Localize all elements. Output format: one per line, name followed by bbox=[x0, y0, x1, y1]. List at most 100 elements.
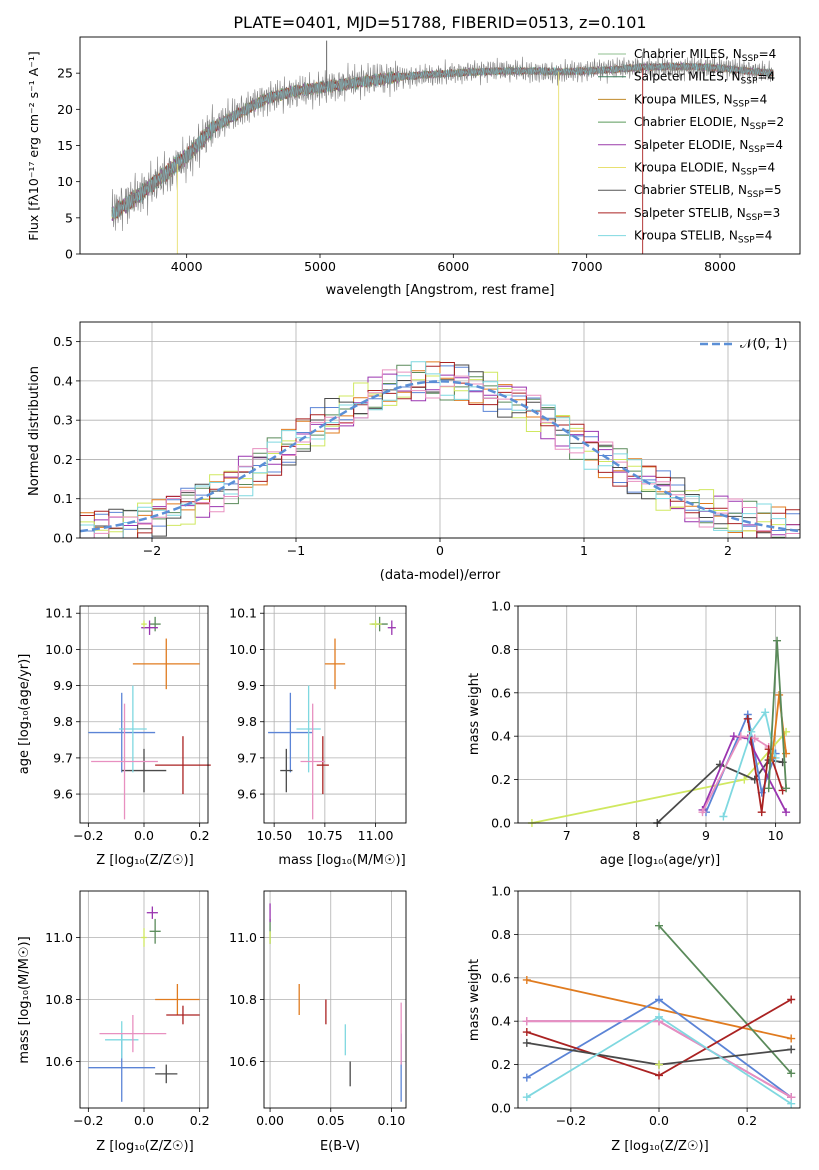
weight-marker-0-0 bbox=[522, 975, 531, 984]
weight-marker-0-1 bbox=[787, 1034, 796, 1043]
y-tick-label-4: 10.0 bbox=[229, 642, 257, 657]
errorbar-point-1 bbox=[132, 638, 200, 690]
weight-marker-5-2 bbox=[787, 995, 796, 1004]
errorbar-point-1 bbox=[155, 984, 200, 1015]
age-vs-z-panel: −0.2 0.0 0.2 9.6 9.7 9.8 9.9 10.0 10.1 Z [log₁₀(… bbox=[17, 605, 211, 868]
errorbar-point-8 bbox=[99, 1015, 167, 1053]
x-tick-label-1: 5000 bbox=[304, 259, 336, 274]
y-tick-label-2: 11.0 bbox=[45, 930, 73, 945]
weight-marker-5-1 bbox=[757, 808, 766, 817]
axes-frame bbox=[517, 605, 801, 824]
weight-marker-7-2 bbox=[787, 1099, 796, 1108]
weight-marker-6-2 bbox=[787, 1045, 796, 1054]
gauss-curve bbox=[80, 380, 800, 533]
x-tick-label-0: −0.2 bbox=[73, 828, 103, 843]
legend-label-8: Kroupa STELIB, NSSP=4 bbox=[634, 229, 772, 246]
weight-marker-1-1 bbox=[787, 1069, 796, 1078]
legend-label-5: Kroupa ELODIE, NSSP=4 bbox=[634, 161, 775, 178]
weight-marker-7-0 bbox=[522, 1093, 531, 1102]
x-tick-label-1: 10.75 bbox=[307, 828, 343, 843]
weight-vs-z-xlabel: Z [log₁₀(Z/Z☉)] bbox=[611, 1139, 708, 1154]
x-tick-label-0: 0.00 bbox=[256, 1113, 284, 1128]
y-tick-label-1: 10.8 bbox=[45, 992, 73, 1007]
errorbar-point-6 bbox=[155, 736, 211, 795]
y-tick-label-2: 11.0 bbox=[229, 930, 257, 945]
x-tick-label-1: 0.0 bbox=[134, 828, 154, 843]
axes-frame bbox=[79, 605, 209, 824]
spectrum-xlabel: wavelength [Angstrom, rest frame] bbox=[326, 283, 555, 298]
y-tick-label-5: 1.0 bbox=[491, 884, 511, 899]
age-vs-z-xlabel: Z [log₁₀(Z/Z☉)] bbox=[96, 853, 193, 868]
age-vs-mass-xlabel: mass [log₁₀(M/M☉)] bbox=[278, 853, 405, 868]
weight-marker-5-1 bbox=[655, 1071, 663, 1080]
y-tick-label-1: 5 bbox=[65, 210, 73, 225]
spectrum-panel: 4000 5000 6000 7000 8000 0 5 10 15 20 25 Chabrier M… bbox=[26, 36, 801, 298]
y-tick-label-3: 0.3 bbox=[53, 413, 73, 428]
y-tick-label-3: 15 bbox=[57, 138, 73, 153]
axes-frame bbox=[263, 605, 407, 824]
weight-marker-8-0 bbox=[764, 784, 773, 793]
errorbar-point-4 bbox=[369, 620, 382, 628]
y-tick-label-2: 0.2 bbox=[53, 452, 73, 467]
legend-label-3: Chabrier ELODIE, NSSP=2 bbox=[634, 115, 784, 132]
weight-marker-5-0 bbox=[743, 714, 752, 723]
histograms bbox=[80, 361, 800, 538]
y-tick-label-4: 10.0 bbox=[45, 642, 73, 657]
y-tick-label-1: 0.2 bbox=[491, 772, 511, 787]
x-tick-label-3: 1 bbox=[580, 543, 588, 558]
x-tick-label-0: 4000 bbox=[171, 259, 203, 274]
y-tick-label-2: 9.8 bbox=[53, 714, 73, 729]
weight-marker-4-0 bbox=[698, 808, 707, 817]
x-tick-label-4: 8000 bbox=[704, 259, 736, 274]
weight-marker-3-1 bbox=[729, 732, 738, 741]
residuals-panel: −2 −1 0 1 2 0.0 0.1 0.2 0.3 0.4 0.5 (data-model)/e… bbox=[27, 321, 801, 583]
weight-marker-6-0 bbox=[719, 812, 728, 821]
errorbar-point-6 bbox=[316, 736, 329, 795]
y-tick-label-3: 0.6 bbox=[491, 970, 511, 985]
weight-marker-2-0 bbox=[522, 1073, 531, 1082]
legend-label-4: Salpeter ELODIE, NSSP=4 bbox=[634, 138, 783, 155]
y-tick-label-1: 0.1 bbox=[53, 491, 73, 506]
x-tick-label-0: 10.50 bbox=[256, 828, 292, 843]
weight-marker-3-3 bbox=[782, 808, 791, 817]
weight-marker-5-0 bbox=[522, 1028, 531, 1037]
weight-marker-8-1 bbox=[773, 636, 782, 645]
y-tick-label-4: 20 bbox=[57, 102, 73, 117]
x-tick-label-2: 11.00 bbox=[358, 828, 394, 843]
weight-marker-4-1 bbox=[736, 732, 745, 741]
errorbar-point-3 bbox=[387, 620, 396, 635]
y-tick-label-0: 9.6 bbox=[237, 787, 257, 802]
errorbar-point-5 bbox=[121, 748, 167, 793]
legend-label-6: Chabrier STELIB, NSSP=5 bbox=[634, 183, 782, 200]
y-tick-label-4: 0.8 bbox=[491, 927, 511, 942]
y-tick-label-4: 0.4 bbox=[53, 373, 73, 388]
x-tick-label-2: 0 bbox=[436, 543, 444, 558]
y-tick-label-0: 10.6 bbox=[45, 1054, 73, 1069]
weight-line-6 bbox=[722, 710, 777, 817]
legend-label-0: Chabrier MILES, NSSP=4 bbox=[634, 47, 776, 64]
errorbar-point-6 bbox=[166, 1005, 200, 1025]
errorbar-point-8 bbox=[91, 703, 158, 820]
spectrum-legend: Chabrier MILES, NSSP=4 Salpeter MILES, NS… bbox=[598, 47, 784, 246]
x-tick-label-1: 8 bbox=[632, 828, 640, 843]
legend-label-1: Salpeter MILES, NSSP=4 bbox=[634, 70, 775, 87]
y-tick-label-0: 0.0 bbox=[491, 1101, 511, 1116]
errorbar-point-3 bbox=[146, 906, 158, 919]
y-tick-label-5: 1.0 bbox=[491, 599, 511, 614]
y-tick-label-1: 9.7 bbox=[237, 750, 257, 765]
hist-8 bbox=[80, 369, 800, 538]
weight-marker-8-2 bbox=[782, 784, 791, 793]
weight-line-5 bbox=[746, 718, 784, 813]
x-tick-label-0: 7 bbox=[563, 828, 571, 843]
y-tick-label-5: 0.5 bbox=[53, 334, 73, 349]
weight-marker-7-0 bbox=[768, 753, 777, 762]
errorbar-point-2 bbox=[149, 616, 161, 632]
errorbar-point-1 bbox=[324, 638, 346, 690]
y-tick-label-0: 9.6 bbox=[53, 787, 73, 802]
weight-vs-age-ylabel: mass weight bbox=[467, 673, 482, 755]
weight-marker-4-0 bbox=[522, 1017, 531, 1026]
y-tick-label-1: 0.2 bbox=[491, 1057, 511, 1072]
errorbar-point-5 bbox=[280, 748, 293, 793]
weight-marker-1-0 bbox=[655, 921, 663, 930]
mass-vs-z-panel: −0.2 0.0 0.2 10.6 10.8 11.0 Z [log₁₀(Z/Z☉)] m… bbox=[17, 890, 210, 1154]
